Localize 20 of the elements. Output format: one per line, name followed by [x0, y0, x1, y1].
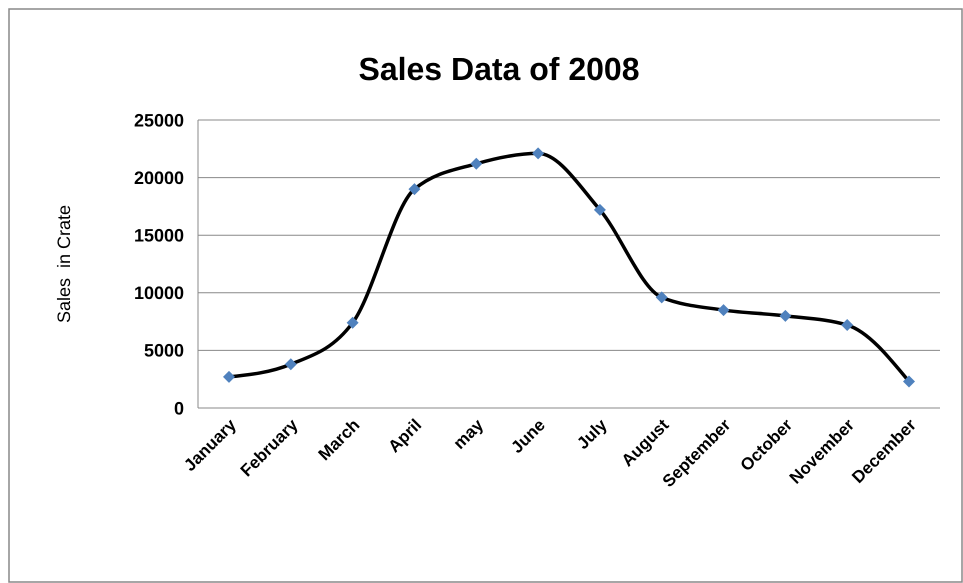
y-tick-label: 20000 — [134, 168, 184, 188]
point — [346, 316, 359, 329]
point — [223, 370, 235, 383]
point — [841, 319, 854, 332]
point — [470, 158, 482, 170]
point — [594, 204, 606, 216]
point — [656, 291, 668, 304]
point — [408, 183, 420, 196]
chart-title: Sales Data of 2008 — [358, 51, 640, 87]
y-tick-label: 5000 — [144, 340, 184, 361]
y-tick-label: 15000 — [134, 226, 184, 246]
y-tick-label: 0 — [174, 398, 184, 418]
y-tick-label: 10000 — [134, 283, 184, 304]
y-tick-label: 25000 — [134, 110, 184, 130]
point — [532, 147, 544, 160]
y-axis-title: Sales in Crate — [54, 204, 74, 324]
point — [903, 376, 915, 388]
point — [718, 304, 730, 316]
point — [284, 358, 297, 370]
point — [779, 310, 792, 322]
